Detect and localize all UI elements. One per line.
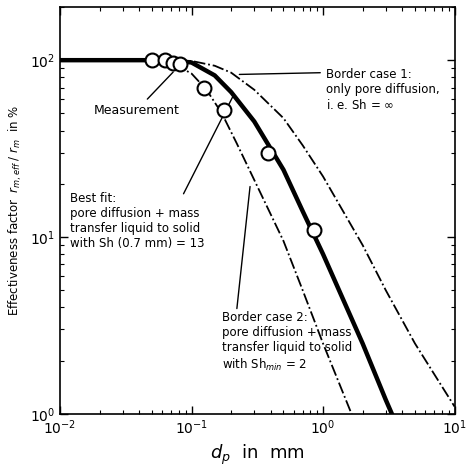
- Text: Best fit:
pore diffusion + mass
transfer liquid to solid
with Sh (0.7 mm) = 13: Best fit: pore diffusion + mass transfer…: [71, 192, 205, 250]
- Text: Border case 2:
pore diffusion + mass
transfer liquid to solid
with Sh$_{min}$ = : Border case 2: pore diffusion + mass tra…: [222, 311, 352, 373]
- Text: Border case 1:
only pore diffusion,
i. e. Sh = $\infty$: Border case 1: only pore diffusion, i. e…: [326, 68, 439, 112]
- Y-axis label: Effectiveness factor  $r_{m,eff}$ / $r_m$  in %: Effectiveness factor $r_{m,eff}$ / $r_m$…: [7, 105, 24, 316]
- X-axis label: $d_p$  in  mm: $d_p$ in mm: [210, 443, 305, 467]
- Text: Measurement: Measurement: [94, 72, 180, 117]
